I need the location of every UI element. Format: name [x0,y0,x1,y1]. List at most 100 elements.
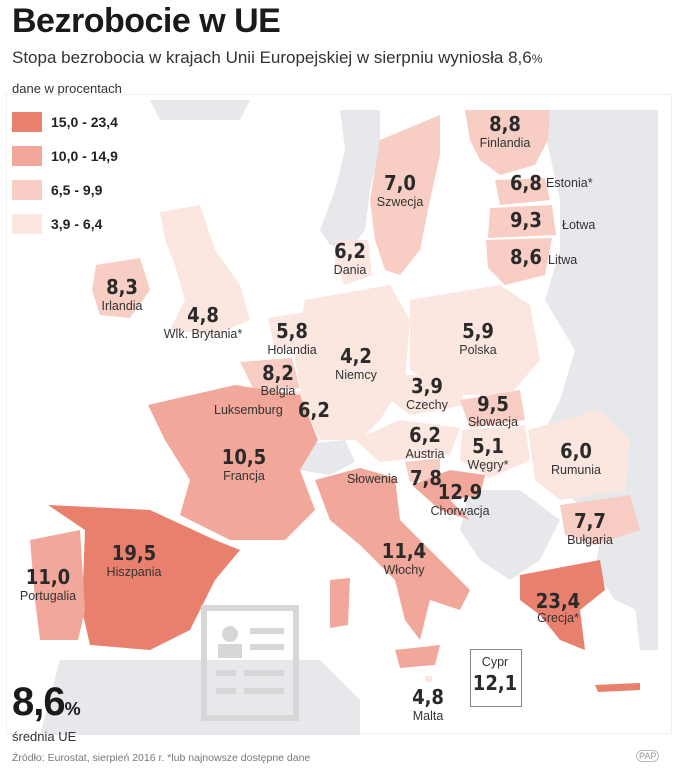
value-niemcy: 4,2 [340,344,372,368]
eu-average-unit: % [64,699,81,719]
document-icon [201,605,299,721]
region-szwecja [370,115,440,275]
legend-swatch [12,214,42,234]
region-polska [410,285,540,395]
legend-label: 10,0 - 14,9 [51,148,118,164]
value-finlandia: 8,8 [489,112,521,136]
eu-average-value: 8,6% [12,680,81,725]
page-title: Bezrobocie w UE [12,2,281,40]
label-szwecja: Szwecja [376,195,424,209]
value-holandia: 5,8 [276,319,308,343]
label-wegry: Węgry* [467,458,509,472]
value-wegry: 5,1 [472,434,504,458]
source-note: Źródło: Eurostat, sierpień 2016 r. *lub … [12,752,311,764]
region-irlandia [92,258,150,318]
label-dania: Dania [333,263,367,277]
region-grecja [520,560,605,650]
label-slowacja: Słowacja [467,415,519,429]
region-lotwa [488,205,556,238]
region-estonia [495,178,550,205]
region-kreta [595,683,640,692]
region-wlk-brytania [160,205,250,335]
label-hiszpania: Hiszpania [106,565,162,579]
region-rumunia [528,410,630,500]
cyprus-inset-box [470,649,522,707]
agency-logo: PAP [636,750,660,762]
region-slowenia [405,458,440,482]
label-portugalia: Portugalia [19,589,77,603]
land-iceland-west [150,100,250,120]
legend-swatch [12,146,42,166]
legend-item: 6,5 - 9,9 [12,180,118,200]
value-polska: 5,9 [462,319,494,343]
region-portugalia [30,530,85,640]
region-chorwacja [412,470,485,520]
label-lotwa: Łotwa [562,218,596,232]
label-francja: Francja [223,469,265,483]
label-luksemburg: Luksemburg [214,403,283,417]
label-austria: Austria [405,447,445,461]
legend-swatch [12,180,42,200]
value-rumunia: 6,0 [560,439,592,463]
region-slowacja [460,390,525,428]
value-bulgaria: 7,7 [574,509,606,533]
label-holandia: Holandia [267,343,317,357]
label-chorwacja: Chorwacja [430,504,490,518]
value-lotwa: 9,3 [510,208,542,232]
page-subtitle: Stopa bezrobocia w krajach Unii Europejs… [12,48,542,68]
legend-label: 6,5 - 9,9 [51,182,103,198]
unit-note: dane w procentach [12,81,122,96]
region-hiszpania [48,505,240,650]
legend-item: 10,0 - 14,9 [12,146,118,166]
region-niemcy [295,285,410,440]
region-wlochy [315,468,470,640]
label-litwa: Litwa [548,253,578,267]
value-austria: 6,2 [409,423,441,447]
land-balkans [460,490,560,580]
value-chorwacja: 12,9 [437,480,483,504]
subtitle-unit: % [531,52,543,66]
region-belgia [240,358,300,392]
eu-average-label: średnia UE [12,729,77,744]
value-cypr: 12,1 [472,671,518,695]
value-grecja: 23,4 [535,589,581,613]
value-dania: 6,2 [334,239,366,263]
region-bulgaria [560,495,640,545]
region-malta [425,676,432,682]
label-finlandia: Finlandia [479,136,531,150]
label-malta: Malta [412,709,444,723]
region-finlandia [465,110,550,175]
value-malta: 4,8 [412,685,444,709]
value-belgia: 8,2 [262,361,294,385]
region-dania [335,240,372,285]
region-francja [148,385,318,540]
value-slowacja: 9,5 [477,392,509,416]
label-belgia: Belgia [260,384,296,398]
value-francja: 10,5 [221,445,267,469]
value-estonia: 6,8 [510,171,542,195]
region-sardynia [330,578,350,628]
label-wlk-brytania: Wlk. Brytania* [163,327,243,341]
value-hiszpania: 19,5 [111,541,157,565]
eu-average-number: 8,6 [12,680,66,724]
label-bulgaria: Bułgaria [567,533,613,547]
region-litwa [486,238,552,285]
label-polska: Polska [459,343,497,357]
value-slowenia: 7,8 [410,466,442,490]
legend-label: 3,9 - 6,4 [51,216,103,232]
region-czechy [390,375,465,415]
label-niemcy: Niemcy [335,368,377,382]
region-austria [355,420,460,462]
subtitle-text: Stopa bezrobocia w krajach Unii Europejs… [12,48,532,67]
europe-map [30,100,658,735]
value-litwa: 8,6 [510,245,542,269]
legend: 15,0 - 23,4 10,0 - 14,9 6,5 - 9,9 3,9 - … [12,112,118,248]
land-turkey [595,530,658,620]
label-wlochy: Włochy [383,563,425,577]
legend-swatch [12,112,42,132]
legend-item: 15,0 - 23,4 [12,112,118,132]
label-grecja: Grecja* [537,611,579,625]
label-estonia: Estonia* [546,176,593,190]
legend-item: 3,9 - 6,4 [12,214,118,234]
label-irlandia: Irlandia [101,299,143,313]
